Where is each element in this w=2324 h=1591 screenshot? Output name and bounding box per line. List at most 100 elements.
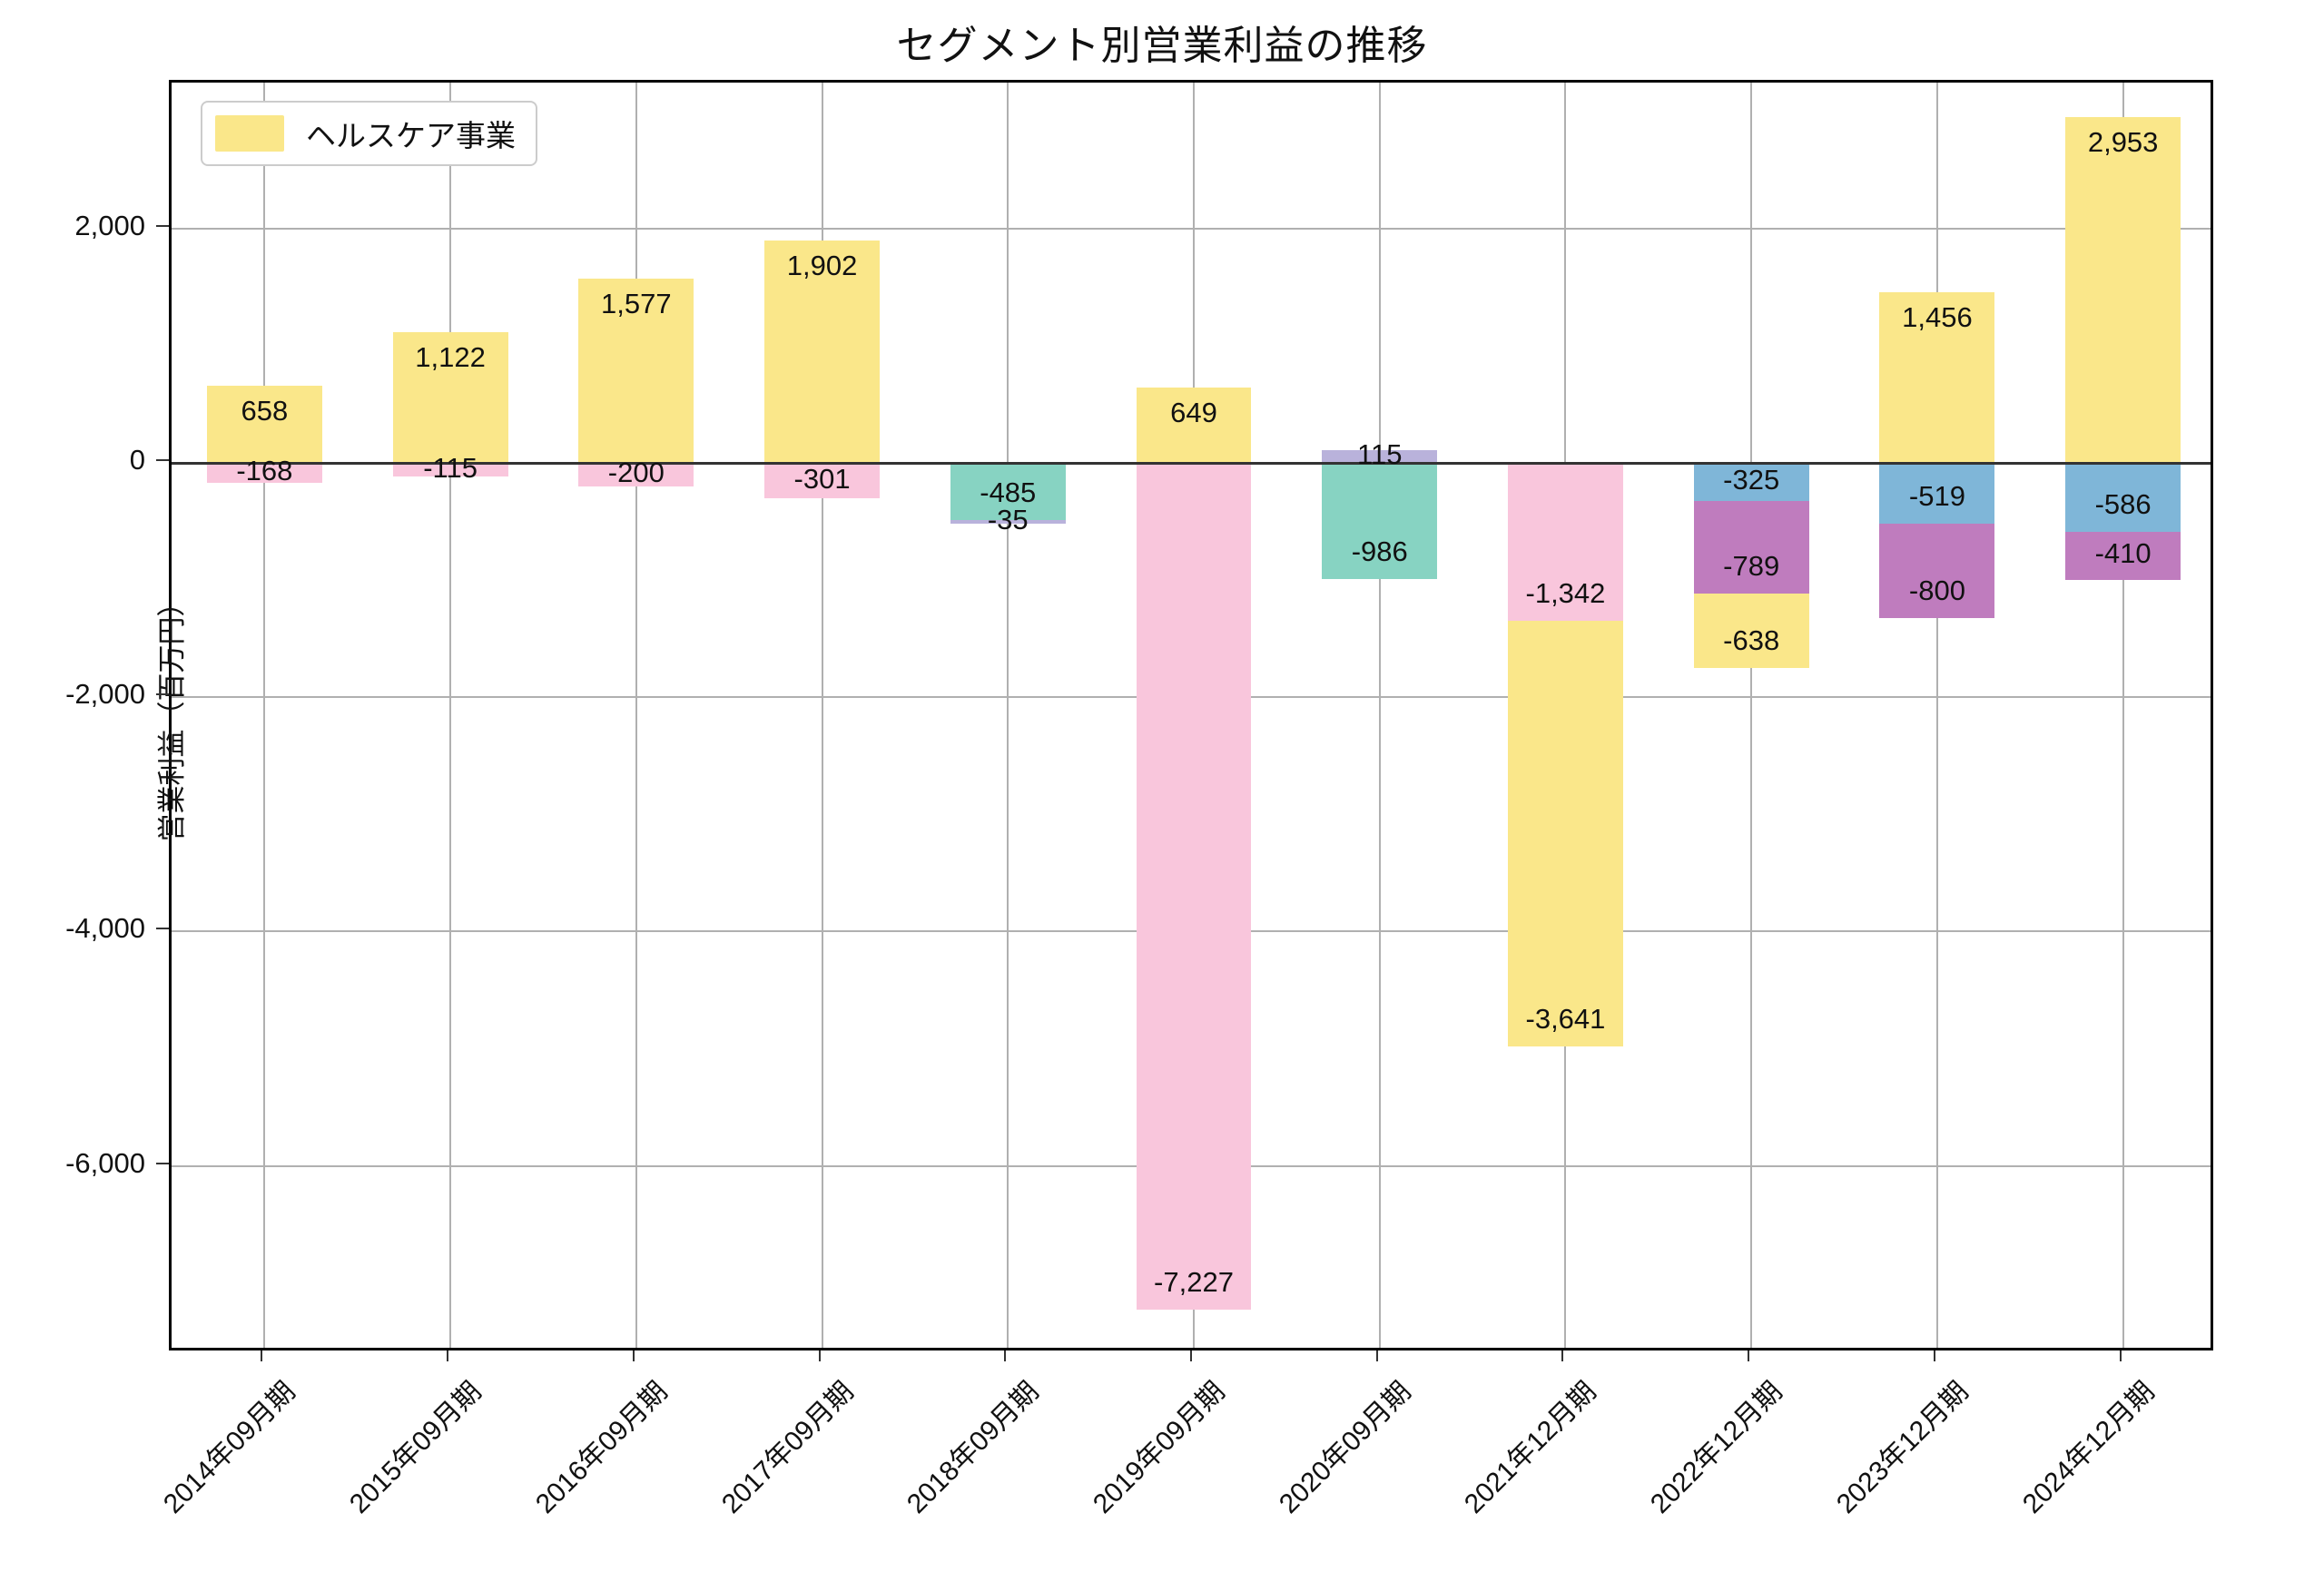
bar-value-label: 2,953 (2087, 126, 2159, 159)
x-tick-mark (447, 1350, 449, 1361)
gridline-vertical (821, 83, 823, 1348)
bar-segment[interactable] (950, 519, 1066, 525)
bar-value-label: 1,456 (1902, 301, 1973, 334)
y-tick-label: -6,000 (65, 1146, 145, 1179)
bar-segment[interactable] (1879, 292, 1995, 464)
bar-value-label: -1,342 (1525, 576, 1606, 609)
bar-segment[interactable] (206, 463, 322, 484)
y-tick-mark (156, 1162, 169, 1164)
x-tick-mark (1190, 1350, 1192, 1361)
bar-segment[interactable] (1136, 463, 1252, 1310)
legend-swatch-healthcare (215, 115, 284, 152)
gridline-vertical (2122, 83, 2124, 1348)
x-tick-mark (1561, 1350, 1564, 1361)
x-tick-label: 2017年09月期 (715, 1376, 860, 1520)
bar-segment[interactable] (578, 463, 694, 487)
x-tick-mark (261, 1350, 263, 1361)
y-tick-label: -2,000 (65, 678, 145, 711)
bar-value-label: -519 (1908, 480, 1965, 513)
bar-segment[interactable] (1507, 463, 1623, 621)
bar-value-label: -410 (2094, 537, 2152, 570)
bar-segment[interactable] (1322, 449, 1438, 464)
bar-segment[interactable] (1136, 387, 1252, 464)
bar-value-label: -35 (987, 504, 1029, 536)
bar-segment[interactable] (2065, 531, 2181, 580)
plot-clip: 658 -168 1,122 -115 1,577 -200 1,902 -301 -485 -3… (172, 83, 2211, 1348)
gridline-vertical (1750, 83, 1753, 1348)
bar-value-label: 1,122 (415, 340, 486, 373)
bar-segment[interactable] (1322, 463, 1438, 579)
bar-segment[interactable] (392, 463, 508, 477)
x-tick-mark (2119, 1350, 2122, 1361)
bar-value-label: -789 (1723, 550, 1780, 583)
x-tick-mark (1375, 1350, 1378, 1361)
x-tick-label: 2019年09月期 (1087, 1376, 1231, 1520)
bar-segment[interactable] (950, 463, 1066, 520)
bar-value-label: -986 (1351, 535, 1408, 567)
bar-value-label: 649 (1170, 396, 1217, 428)
plot-area: 658 -168 1,122 -115 1,577 -200 1,902 -301 -485 -3… (156, 80, 2213, 1350)
x-tick-mark (1748, 1350, 1750, 1361)
chart-legend[interactable]: ヘルスケア事業 (201, 101, 537, 166)
y-tick-label: -4,000 (65, 912, 145, 945)
x-tick-label: 2020年09月期 (1273, 1376, 1417, 1520)
x-tick-label: 2022年12月期 (1645, 1376, 1788, 1520)
y-tick-label: 0 (129, 444, 145, 476)
bar-segment[interactable] (764, 240, 880, 464)
bar-segment[interactable] (1879, 524, 1995, 618)
x-tick-label: 2024年12月期 (2016, 1376, 2161, 1520)
bar-value-label: -168 (236, 455, 293, 487)
chart-title: セグメント別営業利益の推移 (896, 24, 1428, 68)
bar-segment[interactable] (1693, 463, 1809, 502)
chart-page: セグメント別営業利益の推移 658 -168 1,122 -115 1,577 -200 1… (65, 24, 2213, 1519)
bar-value-label: 658 (241, 395, 289, 427)
y-tick-mark (156, 225, 169, 228)
x-tick-mark (1004, 1350, 1007, 1361)
y-tick-mark (156, 928, 169, 930)
bar-segment[interactable] (1507, 620, 1623, 1047)
gridline-vertical (635, 83, 637, 1348)
bar-value-label: 115 (1357, 437, 1403, 470)
bar-value-label: 1,577 (601, 287, 672, 319)
bar-segment[interactable] (2065, 117, 2181, 464)
bar-segment[interactable] (206, 386, 322, 464)
bar-value-label: -325 (1723, 464, 1780, 496)
bar-value-label: -800 (1908, 574, 1965, 606)
bar-value-label: -638 (1723, 624, 1780, 657)
gridline-horizontal (172, 228, 2211, 231)
gridline-vertical (449, 83, 452, 1348)
bar-value-label: -3,641 (1525, 1003, 1606, 1036)
gridline-vertical (1935, 83, 1938, 1348)
x-tick-label: 2015年09月期 (344, 1376, 487, 1520)
bar-value-label: -7,227 (1154, 1265, 1234, 1298)
x-tick-mark (632, 1350, 635, 1361)
bar-segment[interactable] (578, 278, 694, 464)
x-tick-mark (818, 1350, 821, 1361)
bar-value-label: -485 (980, 476, 1037, 508)
gridline-vertical (263, 83, 266, 1348)
bar-segment[interactable] (1879, 463, 1995, 525)
x-tick-label: 2021年12月期 (1459, 1376, 1603, 1520)
zero-baseline (172, 462, 2211, 466)
bar-value-label: 1,902 (786, 249, 858, 281)
y-tick-label: 2,000 (74, 210, 145, 242)
bar-segment[interactable] (764, 463, 880, 499)
bar-value-label: -115 (423, 451, 478, 484)
bar-value-label: -200 (607, 457, 665, 489)
bar-value-label: -301 (793, 462, 851, 495)
x-tick-mark (1933, 1350, 1935, 1361)
x-tick-label: 2014年09月期 (158, 1376, 302, 1520)
bar-segment[interactable] (392, 331, 508, 464)
gridline-vertical (1007, 83, 1009, 1348)
y-tick-mark (156, 459, 169, 462)
y-tick-mark (156, 693, 169, 696)
legend-label-healthcare: ヘルスケア事業 (306, 119, 516, 152)
gridline-vertical (1378, 83, 1381, 1348)
x-tick-label: 2018年09月期 (901, 1376, 1045, 1520)
bar-segment[interactable] (1693, 501, 1809, 594)
x-tick-label: 2016年09月期 (529, 1376, 674, 1520)
bar-segment[interactable] (2065, 463, 2181, 532)
bar-value-label: -586 (2094, 487, 2152, 520)
bar-segment[interactable] (1693, 594, 1809, 669)
x-tick-label: 2023年12月期 (1830, 1376, 1974, 1520)
